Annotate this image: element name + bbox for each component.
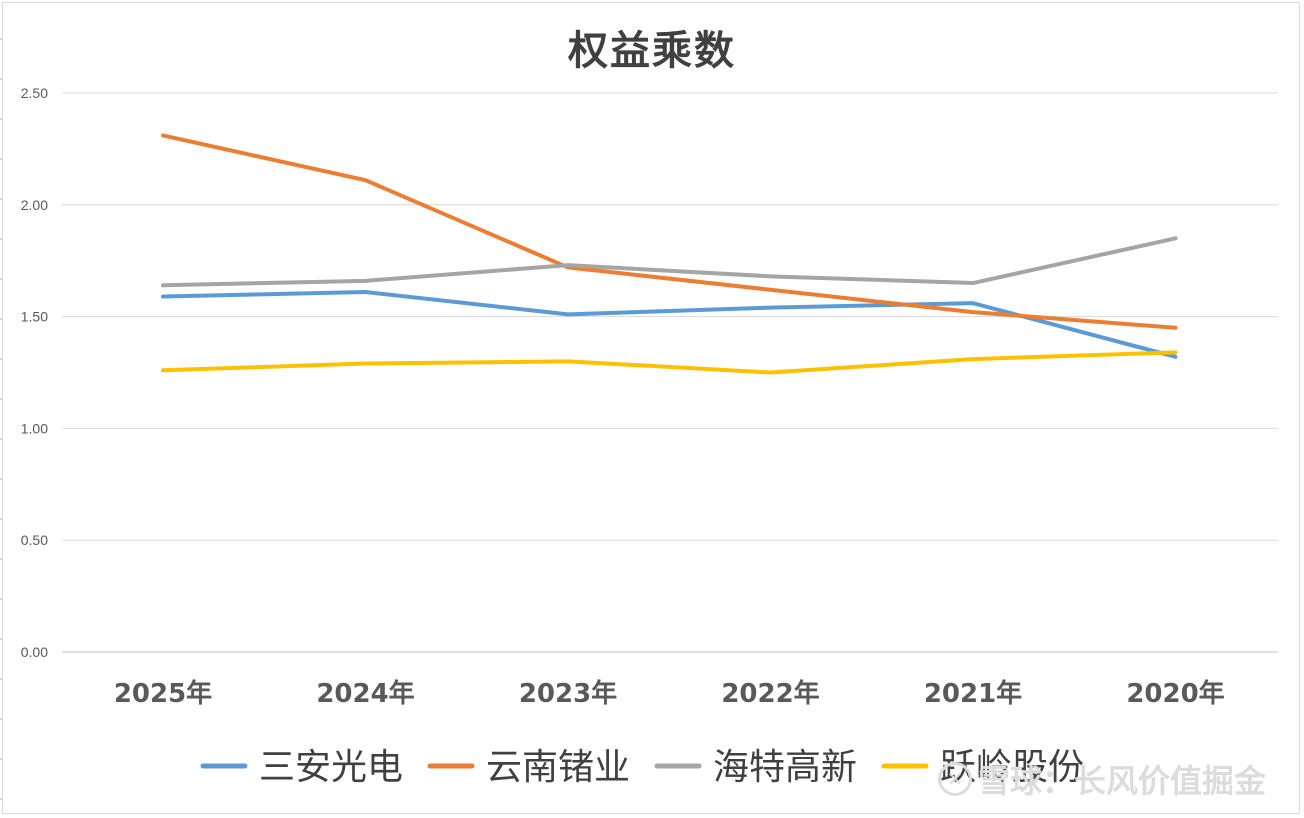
legend-label: 云南锗业: [486, 747, 630, 788]
series-line-1: [161, 290, 1178, 359]
watermark-text: 雪球：长风价值掘金: [977, 762, 1266, 800]
y-tick-label: 2.50: [21, 85, 48, 101]
sheet-row-ruler: [0, 0, 2, 818]
y-tick-label: 0.50: [21, 532, 48, 548]
series-line-2: [161, 133, 1178, 330]
y-tick-label: 1.50: [21, 309, 48, 325]
y-tick-label: 0.00: [21, 644, 48, 660]
y-axis-ticks: 0.00 0.50 1.00 1.50 2.00 2.50: [21, 85, 48, 660]
chart-title: 权益乘数: [568, 28, 736, 74]
x-tick-label: 2024年: [316, 678, 414, 709]
watermark: ✕ 雪球：长风价值掘金: [937, 756, 1266, 802]
legend: 三安光电 云南锗业 海特高新 跃岭股份: [200, 747, 1084, 788]
series-line-4: [161, 350, 1178, 375]
x-axis-ticks: 2025年 2024年 2023年 2022年 2021年 2020年: [114, 678, 1225, 709]
legend-label: 海特高新: [713, 747, 857, 788]
series-line-3: [161, 236, 1178, 288]
y-tick-label: 1.00: [21, 420, 48, 436]
snowball-logo-icon: ✕: [937, 762, 972, 796]
x-tick-label: 2021年: [924, 678, 1022, 709]
x-tick-label: 2020年: [1126, 678, 1224, 709]
x-tick-label: 2023年: [519, 678, 617, 709]
gridlines: [62, 92, 1278, 653]
x-tick-label: 2025年: [114, 678, 212, 709]
x-tick-label: 2022年: [721, 678, 819, 709]
series-lines: [161, 133, 1178, 375]
legend-label: 三安光电: [259, 747, 403, 788]
y-tick-label: 2.00: [21, 197, 48, 213]
